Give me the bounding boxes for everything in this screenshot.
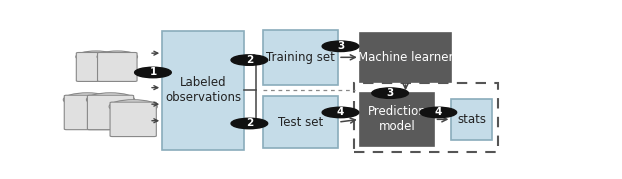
Circle shape: [322, 41, 359, 52]
Text: 2: 2: [246, 55, 253, 65]
Circle shape: [109, 100, 157, 113]
Text: Labeled
observations: Labeled observations: [165, 76, 241, 104]
FancyBboxPatch shape: [110, 102, 156, 137]
Text: 4: 4: [435, 107, 442, 117]
Circle shape: [63, 93, 111, 107]
Text: 2: 2: [246, 118, 253, 129]
Text: 1: 1: [149, 67, 157, 78]
FancyBboxPatch shape: [263, 96, 338, 148]
Text: 3: 3: [386, 88, 394, 98]
FancyBboxPatch shape: [98, 52, 137, 81]
Text: 3: 3: [337, 41, 344, 51]
FancyBboxPatch shape: [87, 95, 134, 130]
FancyBboxPatch shape: [64, 95, 111, 130]
Text: Prediction
model: Prediction model: [368, 105, 427, 133]
FancyBboxPatch shape: [360, 93, 434, 146]
Circle shape: [86, 93, 134, 107]
FancyBboxPatch shape: [360, 33, 452, 82]
Circle shape: [372, 88, 409, 98]
Circle shape: [420, 107, 457, 118]
Circle shape: [97, 51, 137, 62]
Circle shape: [76, 51, 116, 62]
FancyBboxPatch shape: [263, 30, 338, 85]
Circle shape: [231, 55, 267, 65]
FancyBboxPatch shape: [77, 52, 116, 81]
Text: Training set: Training set: [266, 51, 335, 64]
Text: Machine learner: Machine learner: [358, 51, 453, 64]
Text: 4: 4: [337, 107, 344, 117]
FancyBboxPatch shape: [452, 99, 493, 140]
Text: stats: stats: [457, 113, 486, 126]
Text: Test set: Test set: [278, 116, 323, 129]
Circle shape: [231, 118, 267, 129]
Circle shape: [134, 67, 171, 78]
FancyBboxPatch shape: [162, 31, 244, 150]
Circle shape: [322, 107, 359, 118]
